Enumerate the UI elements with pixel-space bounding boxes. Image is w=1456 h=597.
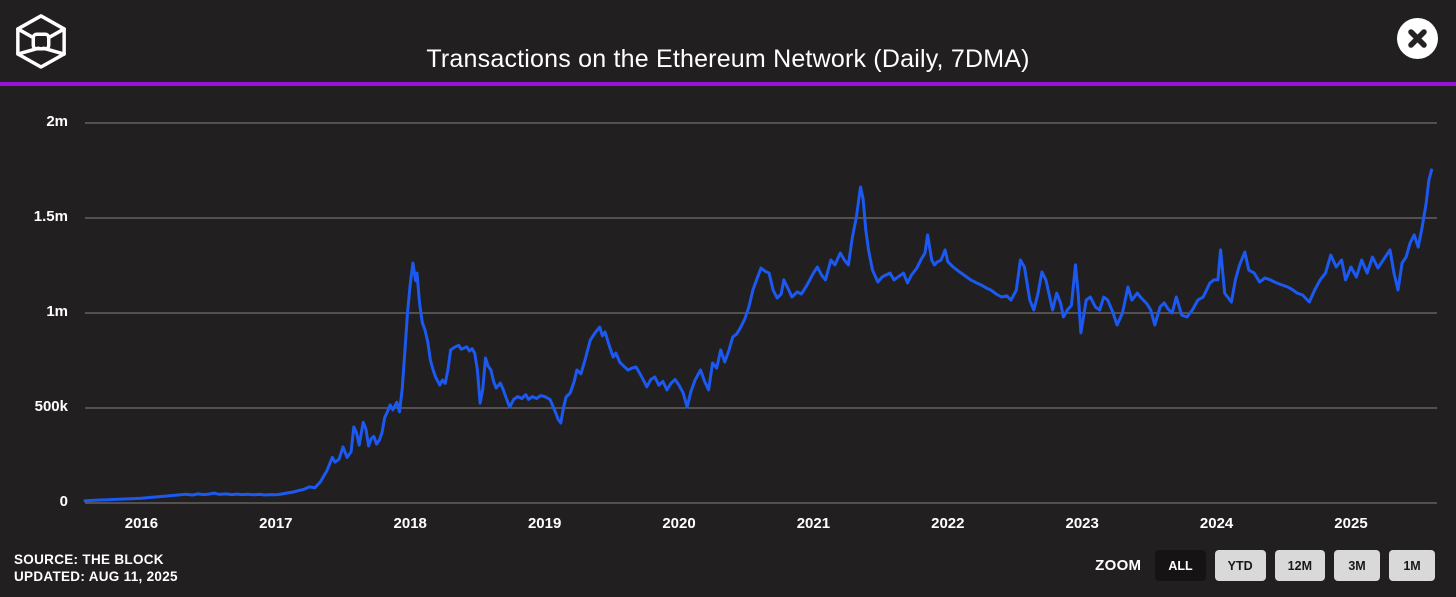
y-axis-label: 1.5m bbox=[33, 208, 68, 225]
chart-title: Transactions on the Ethereum Network (Da… bbox=[426, 44, 1030, 73]
the-block-logo-icon bbox=[16, 14, 66, 69]
x-axis-label: 2019 bbox=[527, 515, 562, 532]
zoom-button-12m[interactable]: 12M bbox=[1274, 550, 1325, 581]
x-axis-label: 2018 bbox=[393, 515, 427, 532]
zoom-button-ytd[interactable]: YTD bbox=[1214, 550, 1266, 581]
x-axis-label: 2022 bbox=[931, 515, 965, 532]
source-block: SOURCE: THE BLOCK UPDATED: AUG 11, 2025 bbox=[14, 551, 178, 585]
zoom-buttons: ALL YTD 12M 3M 1M bbox=[1155, 550, 1435, 581]
x-axis-label: 2024 bbox=[1199, 515, 1234, 532]
zoom-button-3m[interactable]: 3M bbox=[1334, 550, 1380, 581]
divider bbox=[0, 82, 1456, 86]
x-axis-label: 2020 bbox=[662, 515, 696, 532]
transactions-line bbox=[83, 168, 1434, 503]
x-axis-label: 2023 bbox=[1065, 515, 1099, 532]
x-axis-label: 2025 bbox=[1334, 515, 1368, 532]
y-axis-label: 0 bbox=[59, 493, 68, 510]
close-button[interactable] bbox=[1397, 18, 1438, 59]
x-axis-label: 2017 bbox=[259, 515, 293, 532]
x-axis-label: 2021 bbox=[796, 515, 831, 532]
zoom-button-1m[interactable]: 1M bbox=[1389, 550, 1435, 581]
zoom-controls: ZOOM ALL YTD 12M 3M 1M bbox=[1095, 550, 1435, 581]
close-icon bbox=[1408, 29, 1427, 48]
x-axis-label: 2016 bbox=[124, 515, 159, 532]
zoom-button-all[interactable]: ALL bbox=[1155, 550, 1206, 581]
updated-label: UPDATED: AUG 11, 2025 bbox=[14, 569, 178, 584]
source-label: SOURCE: THE BLOCK bbox=[14, 552, 164, 567]
y-axis-label: 500k bbox=[34, 398, 68, 415]
y-axis-label: 1m bbox=[46, 303, 68, 320]
zoom-label: ZOOM bbox=[1095, 557, 1142, 574]
y-axis-label: 2m bbox=[46, 113, 68, 130]
